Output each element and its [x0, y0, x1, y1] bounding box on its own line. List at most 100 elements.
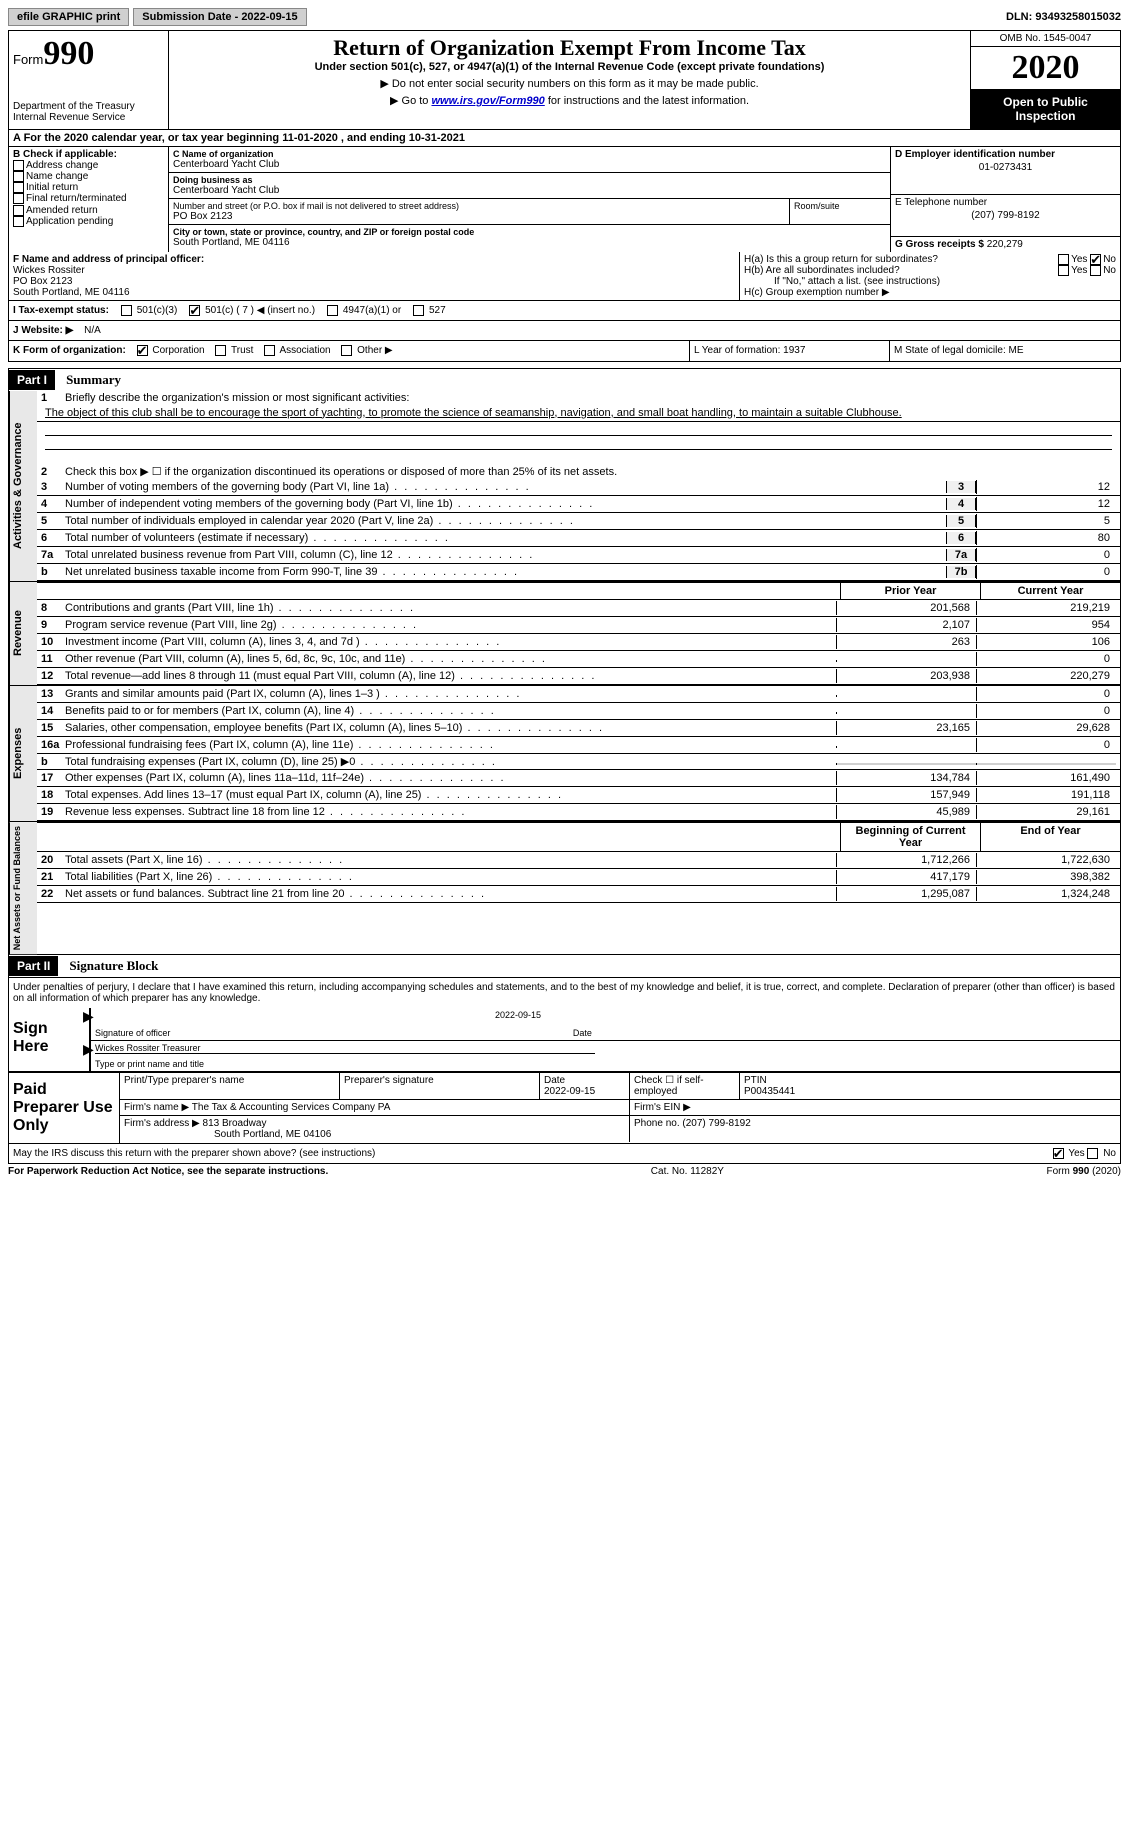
summary-line: 19Revenue less expenses. Subtract line 1… — [37, 804, 1120, 821]
ha-no[interactable] — [1090, 254, 1101, 265]
blank-line — [45, 422, 1112, 436]
efile-button[interactable]: efile GRAPHIC print — [8, 8, 129, 26]
check-pending[interactable]: Application pending — [13, 216, 164, 227]
col-prior: Prior Year — [840, 583, 980, 599]
summary-line: 21Total liabilities (Part X, line 26)417… — [37, 869, 1120, 886]
inspection-notice: Open to Public Inspection — [971, 89, 1120, 129]
part-1: Part I Summary Activities & Governance 1… — [8, 368, 1121, 955]
caution-1: ▶ Do not enter social security numbers o… — [177, 77, 962, 90]
gross-label: G Gross receipts $ — [895, 239, 984, 250]
sig-date-value: 2022-09-15 — [495, 1010, 541, 1020]
footer-mid: Cat. No. 11282Y — [651, 1166, 724, 1177]
side-label-expenses: Expenses — [9, 686, 37, 821]
side-label-governance: Activities & Governance — [9, 391, 37, 581]
part1-title: Summary — [58, 369, 129, 391]
check-corp[interactable] — [137, 345, 148, 356]
firm-name: The Tax & Accounting Services Company PA — [192, 1102, 391, 1113]
phone-label: E Telephone number — [895, 197, 1116, 208]
check-501c3[interactable] — [121, 305, 132, 316]
state-domicile: M State of legal domicile: ME — [890, 341, 1120, 360]
summary-line: 22Net assets or fund balances. Subtract … — [37, 886, 1120, 903]
ha-text: H(a) Is this a group return for subordin… — [744, 254, 938, 265]
hb-yes[interactable] — [1058, 265, 1069, 276]
side-label-netassets: Net Assets or Fund Balances — [9, 822, 37, 954]
city-label: City or town, state or province, country… — [173, 227, 886, 237]
room-label: Room/suite — [794, 201, 886, 211]
check-initial[interactable]: Initial return — [13, 182, 164, 193]
dba-label: Doing business as — [173, 175, 886, 185]
check-name[interactable]: Name change — [13, 171, 164, 182]
prep-date: 2022-09-15 — [544, 1086, 625, 1097]
footer-right: Form 990 (2020) — [1047, 1166, 1121, 1177]
summary-line: 4Number of independent voting members of… — [37, 496, 1120, 513]
check-final[interactable]: Final return/terminated — [13, 193, 164, 204]
discuss-yes[interactable] — [1053, 1148, 1064, 1159]
check-527[interactable] — [413, 305, 424, 316]
side-label-revenue: Revenue — [9, 582, 37, 685]
summary-line: bNet unrelated business taxable income f… — [37, 564, 1120, 581]
type-name-label: Type or print name and title — [91, 1057, 1120, 1071]
irs-link[interactable]: www.irs.gov/Form990 — [431, 95, 544, 107]
submission-button[interactable]: Submission Date - 2022-09-15 — [133, 8, 306, 26]
part-2: Part II Signature Block Under penalties … — [8, 955, 1121, 1164]
check-amended[interactable]: Amended return — [13, 205, 164, 216]
website-value: N/A — [84, 325, 101, 336]
sign-here-label: Sign Here — [9, 1008, 89, 1071]
check-501c[interactable] — [189, 305, 200, 316]
tax-status-row: I Tax-exempt status: 501(c)(3) 501(c) ( … — [8, 301, 1121, 321]
website-row: J Website: ▶ N/A — [8, 321, 1121, 341]
year-formation: L Year of formation: 1937 — [690, 341, 890, 360]
col-begin: Beginning of Current Year — [840, 823, 980, 851]
summary-line: bTotal fundraising expenses (Part IX, co… — [37, 754, 1120, 770]
street-address: PO Box 2123 — [173, 211, 785, 222]
section-b-label: B Check if applicable: — [13, 149, 164, 160]
hb-text: H(b) Are all subordinates included? — [744, 265, 900, 276]
prep-name-label: Print/Type preparer's name — [120, 1073, 340, 1099]
ptin-value: P00435441 — [744, 1086, 1116, 1097]
dba-name: Centerboard Yacht Club — [173, 185, 886, 196]
part2-header: Part II — [9, 956, 58, 976]
summary-line: 14Benefits paid to or for members (Part … — [37, 703, 1120, 720]
summary-line: 18Total expenses. Add lines 13–17 (must … — [37, 787, 1120, 804]
firm-phone: (207) 799-8192 — [682, 1118, 750, 1129]
summary-line: 15Salaries, other compensation, employee… — [37, 720, 1120, 737]
tax-year: 2020 — [971, 47, 1120, 89]
hc-text: H(c) Group exemption number ▶ — [744, 287, 1116, 298]
prep-check: Check ☐ if self-employed — [630, 1073, 740, 1099]
summary-line: 8Contributions and grants (Part VIII, li… — [37, 600, 1120, 617]
check-other[interactable] — [341, 345, 352, 356]
entity-info-row: B Check if applicable: Address change Na… — [8, 147, 1121, 252]
firm-addr2: South Portland, ME 04106 — [124, 1129, 625, 1140]
officer-group-row: F Name and address of principal officer:… — [8, 252, 1121, 301]
part2-title: Signature Block — [61, 955, 166, 977]
page-footer: For Paperwork Reduction Act Notice, see … — [8, 1164, 1121, 1179]
check-assoc[interactable] — [264, 345, 275, 356]
check-4947[interactable] — [327, 305, 338, 316]
col-end: End of Year — [980, 823, 1120, 851]
discuss-no[interactable] — [1087, 1148, 1098, 1159]
paid-preparer-label: Paid Preparer Use Only — [9, 1073, 119, 1143]
org-name: Centerboard Yacht Club — [173, 159, 886, 170]
dln-text: DLN: 93493258015032 — [1006, 11, 1121, 23]
summary-line: 5Total number of individuals employed in… — [37, 513, 1120, 530]
discuss-question: May the IRS discuss this return with the… — [13, 1148, 1053, 1159]
check-trust[interactable] — [215, 345, 226, 356]
hb-note: If "No," attach a list. (see instruction… — [744, 276, 1116, 287]
officer-printed-name: Wickes Rossiter Treasurer — [95, 1043, 595, 1054]
form-title: Return of Organization Exempt From Incom… — [177, 35, 962, 61]
row-a: A For the 2020 calendar year, or tax yea… — [8, 130, 1121, 147]
status-label: I Tax-exempt status: — [13, 305, 109, 316]
form-subtitle: Under section 501(c), 527, or 4947(a)(1)… — [177, 61, 962, 73]
form-header: Form990 Department of the Treasury Inter… — [8, 30, 1121, 130]
dept-text: Department of the Treasury Internal Reve… — [13, 101, 164, 123]
summary-line: 11Other revenue (Part VIII, column (A), … — [37, 651, 1120, 668]
check-address[interactable]: Address change — [13, 160, 164, 171]
sig-officer-label: Signature of officer — [95, 1028, 170, 1038]
gross-value: 220,279 — [987, 239, 1023, 250]
officer-addr1: PO Box 2123 — [13, 276, 735, 287]
hb-no[interactable] — [1090, 265, 1101, 276]
summary-line: 12Total revenue—add lines 8 through 11 (… — [37, 668, 1120, 685]
ha-yes[interactable] — [1058, 254, 1069, 265]
firm-addr1: 813 Broadway — [203, 1118, 267, 1129]
summary-line: 17Other expenses (Part IX, column (A), l… — [37, 770, 1120, 787]
